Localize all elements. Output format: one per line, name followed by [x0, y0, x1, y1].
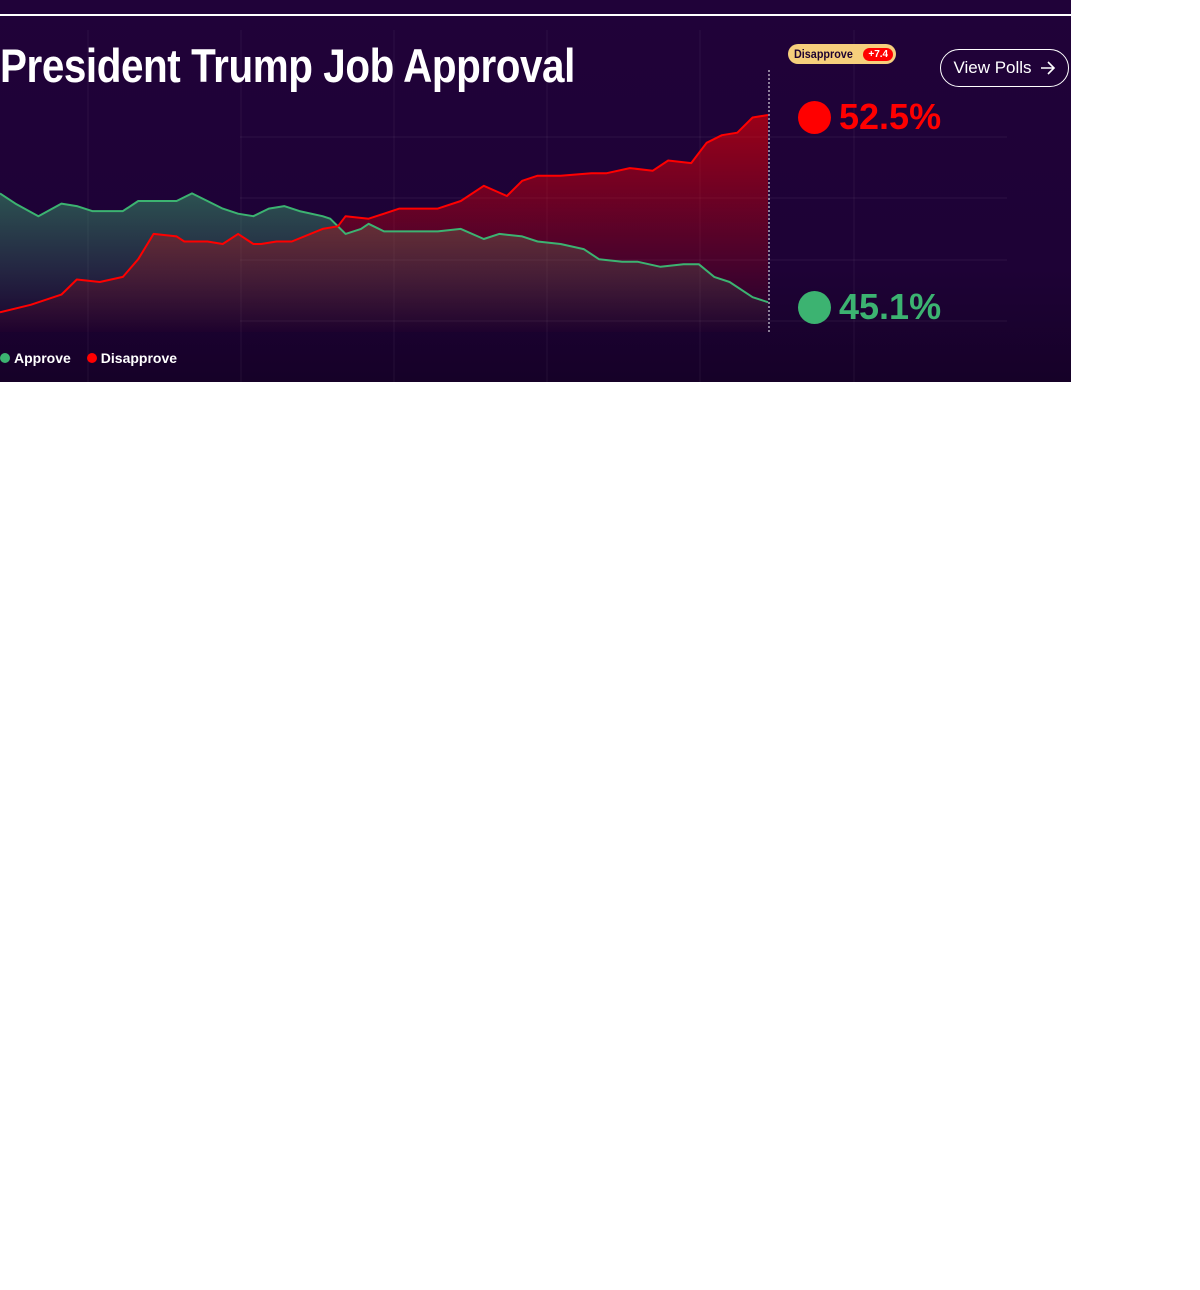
disapprove-swatch-icon — [86, 353, 97, 363]
approve-line — [0, 192, 769, 304]
legend-label: Approve — [14, 350, 71, 366]
approval-panel: President Trump Job Approval Disapprove … — [0, 0, 1071, 382]
disapprove-latest: 52.5% — [798, 96, 941, 138]
approve-swatch-icon — [0, 353, 10, 363]
lead-badge-value: +7.4 — [863, 47, 894, 61]
approve-latest-value: 45.1% — [839, 286, 942, 327]
disapprove-dot-icon — [798, 100, 831, 134]
page-title: President Trump Job Approval — [0, 39, 575, 92]
legend-label: Disapprove — [100, 350, 178, 366]
arrow-right-icon — [1040, 61, 1055, 75]
disapprove-latest-value: 52.5% — [839, 96, 942, 137]
legend-item-approve: Approve — [0, 350, 71, 366]
view-polls-label: View Polls — [953, 58, 1032, 77]
approval-chart — [0, 30, 1007, 382]
view-polls-button[interactable]: View Polls — [940, 49, 1069, 87]
disapprove-line — [0, 114, 769, 314]
approve-latest: 45.1% — [798, 286, 941, 328]
chart-legend: Approve Disapprove — [0, 350, 177, 366]
legend-item-disapprove: Disapprove — [86, 350, 178, 366]
approve-dot-icon — [798, 290, 831, 324]
lead-badge: Disapprove +7.4 — [788, 44, 897, 64]
disapprove-area — [0, 115, 768, 332]
lead-badge-label: Disapprove — [794, 47, 853, 61]
top-divider — [0, 14, 1071, 16]
